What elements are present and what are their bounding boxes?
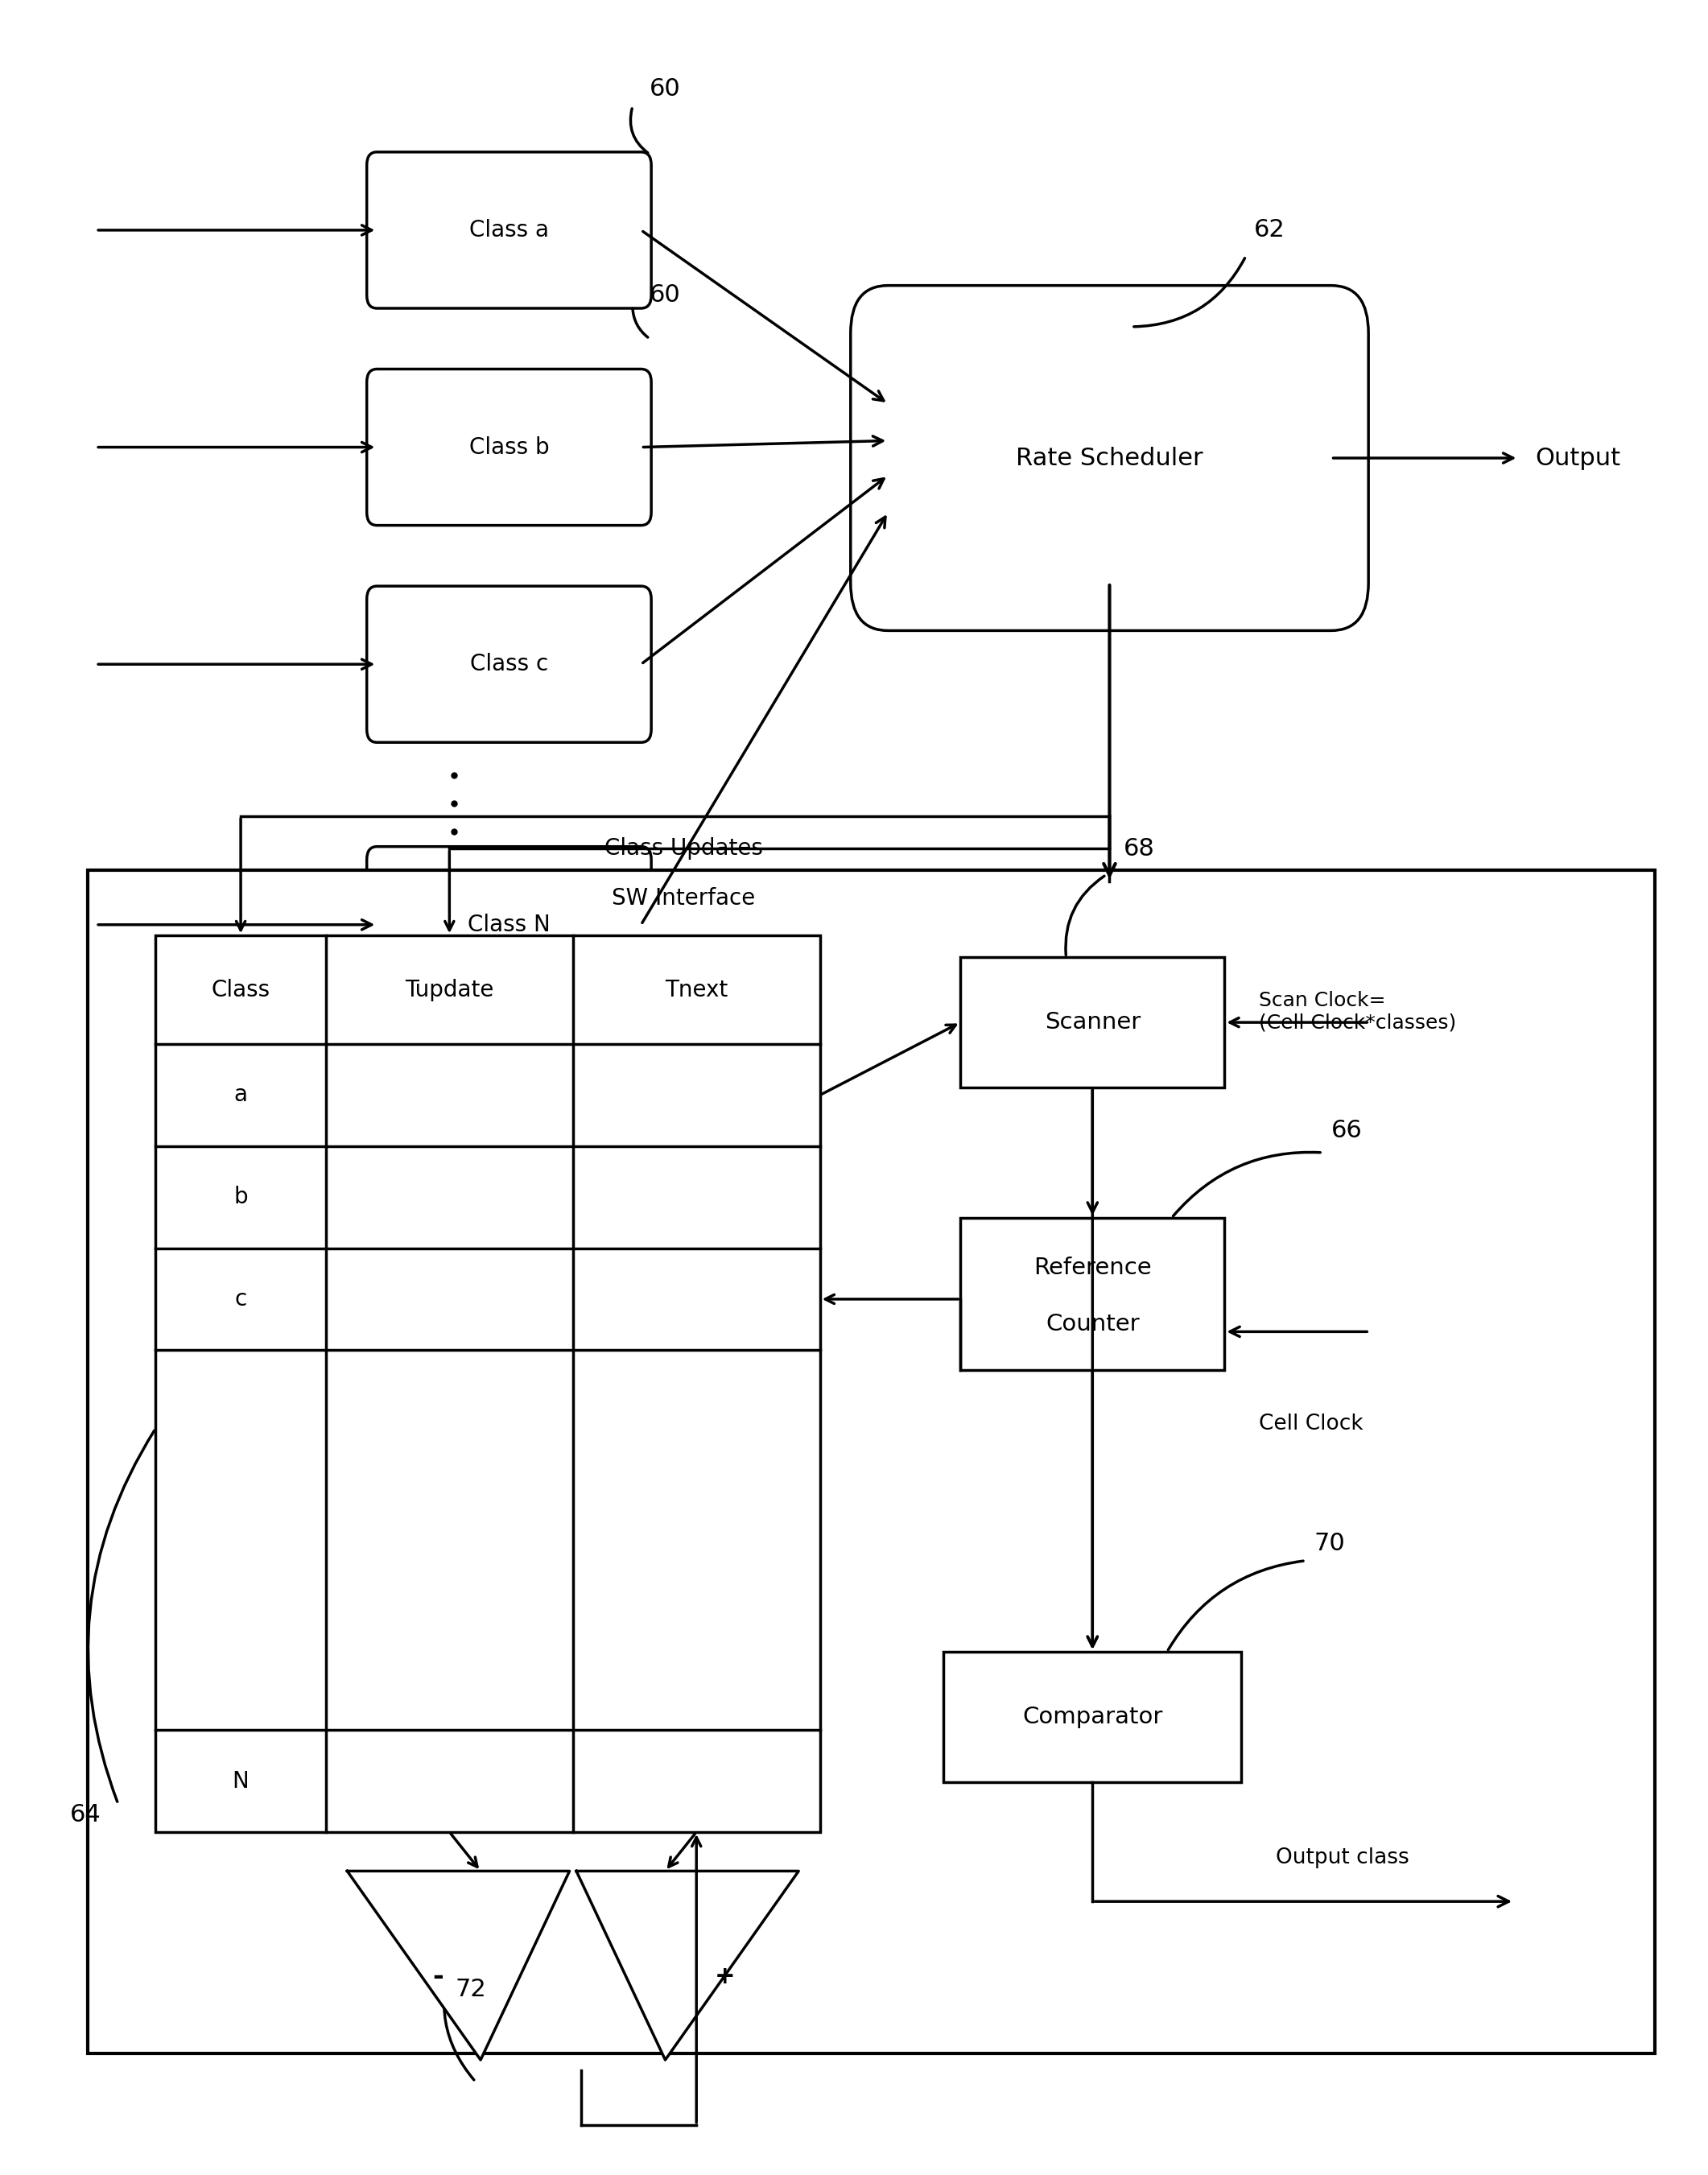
Text: 68: 68 xyxy=(1124,837,1155,861)
FancyBboxPatch shape xyxy=(367,585,651,742)
Text: +: + xyxy=(714,1964,734,1988)
Text: Output class: Output class xyxy=(1276,1847,1409,1868)
Text: Scan Clock=
(Cell Clock*classes): Scan Clock= (Cell Clock*classes) xyxy=(1259,990,1455,1033)
Text: 72: 72 xyxy=(454,1977,487,2001)
Text: Rate Scheduler: Rate Scheduler xyxy=(1016,446,1202,470)
FancyBboxPatch shape xyxy=(367,152,651,309)
Text: N: N xyxy=(232,1770,249,1792)
Text: SW Interface: SW Interface xyxy=(611,887,755,909)
FancyBboxPatch shape xyxy=(943,1651,1242,1781)
Text: Scanner: Scanner xyxy=(1045,1011,1141,1033)
Text: b: b xyxy=(234,1185,248,1209)
Text: Output: Output xyxy=(1535,446,1621,470)
Text: Cell Clock: Cell Clock xyxy=(1259,1414,1363,1433)
Text: Reference: Reference xyxy=(1033,1257,1151,1279)
Text: Class: Class xyxy=(212,979,270,1001)
FancyBboxPatch shape xyxy=(87,870,1655,2053)
Text: Class Updates: Class Updates xyxy=(605,837,763,859)
Text: 62: 62 xyxy=(1254,218,1286,241)
Text: Class N: Class N xyxy=(468,913,550,935)
FancyBboxPatch shape xyxy=(960,957,1225,1088)
Text: 60: 60 xyxy=(649,283,681,307)
Text: 66: 66 xyxy=(1331,1120,1363,1142)
Text: Tupdate: Tupdate xyxy=(405,979,494,1001)
Text: Class a: Class a xyxy=(470,220,548,241)
Text: Class c: Class c xyxy=(470,652,548,676)
Text: 64: 64 xyxy=(70,1803,101,1827)
FancyBboxPatch shape xyxy=(367,370,651,526)
FancyBboxPatch shape xyxy=(367,846,651,1003)
FancyBboxPatch shape xyxy=(155,935,820,1831)
Text: -: - xyxy=(432,1964,444,1990)
FancyBboxPatch shape xyxy=(851,285,1368,631)
Text: Counter: Counter xyxy=(1045,1314,1139,1335)
Text: 60: 60 xyxy=(649,78,681,100)
Text: Comparator: Comparator xyxy=(1023,1705,1163,1729)
Text: a: a xyxy=(234,1083,248,1107)
Polygon shape xyxy=(576,1870,799,2060)
Text: c: c xyxy=(234,1288,248,1309)
Text: Tnext: Tnext xyxy=(664,979,728,1001)
Text: 70: 70 xyxy=(1313,1531,1346,1555)
Polygon shape xyxy=(347,1870,569,2060)
Text: Class b: Class b xyxy=(470,435,550,459)
FancyBboxPatch shape xyxy=(960,1218,1225,1370)
